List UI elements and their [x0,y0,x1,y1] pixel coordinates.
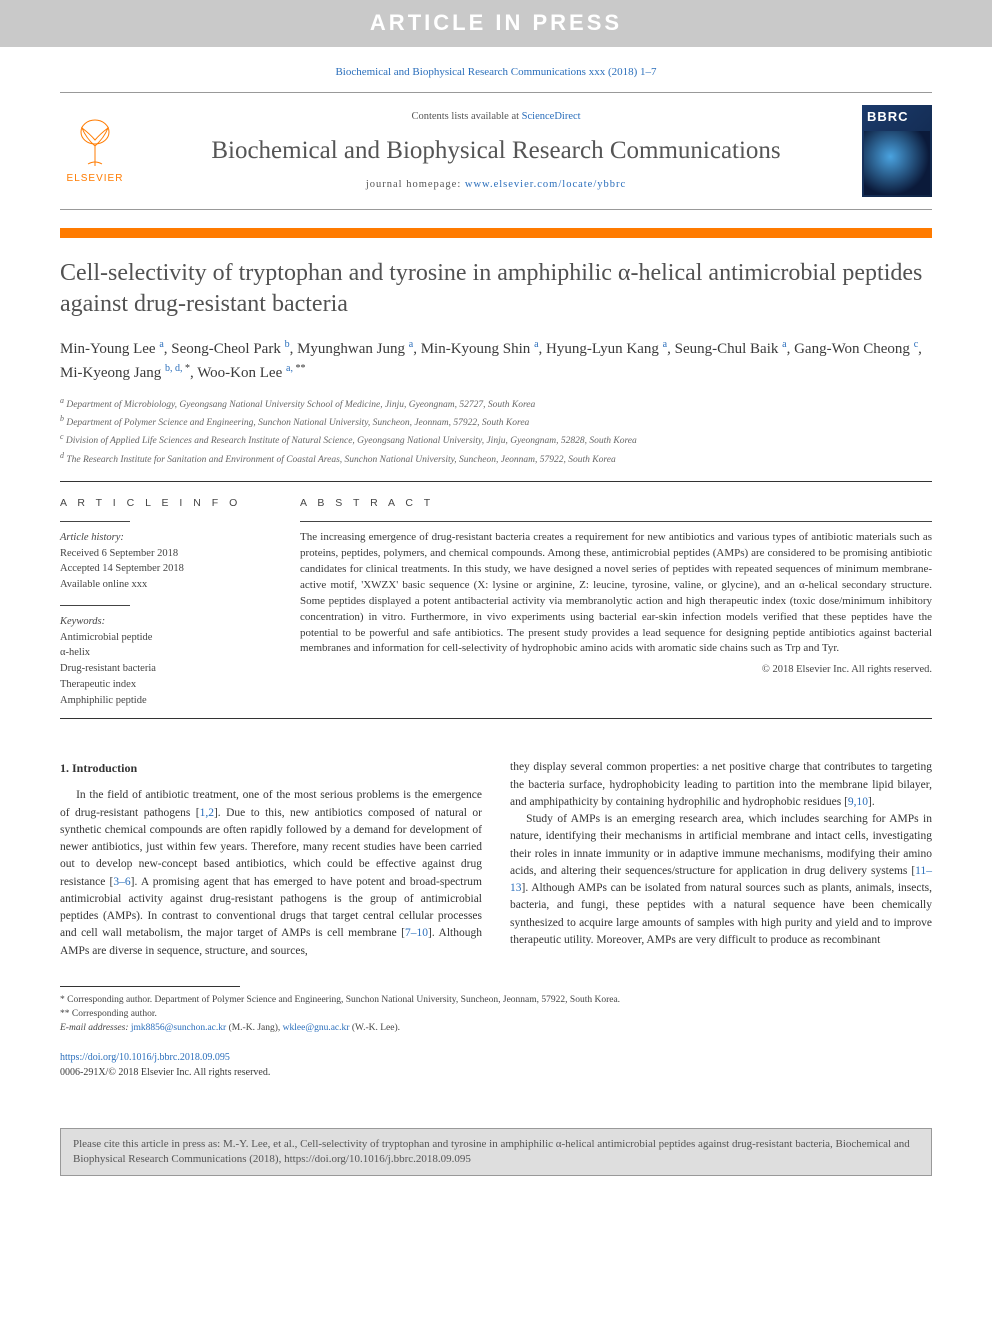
abstract-copyright: © 2018 Elsevier Inc. All rights reserved… [300,663,932,678]
doi-link[interactable]: https://doi.org/10.1016/j.bbrc.2018.09.0… [60,1052,230,1063]
affiliation-line: b Department of Polymer Science and Engi… [60,413,932,430]
info-abstract-row: A R T I C L E I N F O Article history: R… [60,496,932,708]
journal-cover-label: BBRC [862,105,932,129]
publisher-name: ELSEVIER [67,172,124,186]
history-received: Received 6 September 2018 [60,546,270,562]
publisher-logo: ELSEVIER [60,116,130,186]
reference-link[interactable]: 9,10 [848,796,868,808]
keyword: α-helix [60,645,270,661]
article-info-column: A R T I C L E I N F O Article history: R… [60,496,270,708]
email-link-2[interactable]: wklee@gnu.ac.kr [283,1023,350,1033]
affiliations: a Department of Microbiology, Gyeongsang… [60,395,932,468]
history-accepted: Accepted 14 September 2018 [60,561,270,577]
journal-reference-line: Biochemical and Biophysical Research Com… [0,47,992,92]
keyword: Antimicrobial peptide [60,630,270,646]
keyword: Amphiphilic peptide [60,693,270,709]
email-label: E-mail addresses: [60,1023,131,1033]
body-paragraph-3: Study of AMPs is an emerging research ar… [510,811,932,949]
article-history: Article history: Received 6 September 20… [60,530,270,593]
body-paragraph-2: they display several common properties: … [510,759,932,811]
homepage-prefix: journal homepage: [366,179,465,190]
affiliation-line: c Division of Applied Life Sciences and … [60,431,932,448]
corresponding-2: ** Corresponding author. [60,1007,932,1021]
rule-below-abstract [60,718,932,719]
article-info-heading: A R T I C L E I N F O [60,496,270,511]
article-title: Cell-selectivity of tryptophan and tyros… [60,258,932,320]
article-info-rule [60,521,130,522]
reference-link[interactable]: 3–6 [113,876,130,888]
sciencedirect-link[interactable]: ScienceDirect [522,111,581,122]
orange-divider-bar [60,228,932,238]
rule-above-info [60,481,932,482]
abstract-text: The increasing emergence of drug-resista… [300,530,932,658]
keywords-label: Keywords: [60,614,270,630]
corresponding-1: * Corresponding author. Department of Po… [60,993,932,1007]
abstract-rule [300,521,932,522]
journal-cover-image [864,131,930,195]
history-online: Available online xxx [60,577,270,593]
email-name-1: (M.-K. Jang), [226,1023,282,1033]
doi-block: https://doi.org/10.1016/j.bbrc.2018.09.0… [60,1050,932,1080]
article-in-press-banner: ARTICLE IN PRESS [0,0,992,47]
affiliation-line: d The Research Institute for Sanitation … [60,450,932,467]
elsevier-tree-icon [68,116,122,170]
email-link-1[interactable]: jmk8856@sunchon.ac.kr [131,1023,226,1033]
journal-cover-thumbnail: BBRC [862,105,932,197]
contents-prefix: Contents lists available at [411,111,521,122]
reference-link[interactable]: 1,2 [200,807,214,819]
reference-link[interactable]: 7–10 [405,927,428,939]
keywords-block: Keywords: Antimicrobial peptide α-helix … [60,614,270,709]
keywords-rule [60,605,130,606]
email-line: E-mail addresses: jmk8856@sunchon.ac.kr … [60,1021,932,1035]
keyword: Therapeutic index [60,677,270,693]
author-list: Min-Young Lee a, Seong-Cheol Park b, Myu… [60,337,932,385]
journal-homepage-line: journal homepage: www.elsevier.com/locat… [130,178,862,193]
affiliation-line: a Department of Microbiology, Gyeongsang… [60,395,932,412]
abstract-column: A B S T R A C T The increasing emergence… [300,496,932,708]
body-text: 1. Introduction In the field of antibiot… [60,759,932,960]
issn-copyright: 0006-291X/© 2018 Elsevier Inc. All right… [60,1067,270,1078]
journal-header: ELSEVIER Contents lists available at Sci… [60,92,932,210]
corresponding-author-notes: * Corresponding author. Department of Po… [60,993,932,1036]
history-label: Article history: [60,530,270,546]
header-center: Contents lists available at ScienceDirec… [130,110,862,192]
journal-title: Biochemical and Biophysical Research Com… [130,133,862,168]
contents-lists-line: Contents lists available at ScienceDirec… [130,110,862,125]
abstract-heading: A B S T R A C T [300,496,932,511]
email-name-2: (W.-K. Lee). [349,1023,400,1033]
keyword: Drug-resistant bacteria [60,661,270,677]
journal-homepage-link[interactable]: www.elsevier.com/locate/ybbrc [465,179,626,190]
footnote-separator [60,986,240,987]
body-paragraph-1: In the field of antibiotic treatment, on… [60,787,482,960]
citation-box: Please cite this article in press as: M.… [60,1128,932,1177]
section-1-heading: 1. Introduction [60,759,482,777]
reference-link[interactable]: 11–13 [510,865,932,894]
